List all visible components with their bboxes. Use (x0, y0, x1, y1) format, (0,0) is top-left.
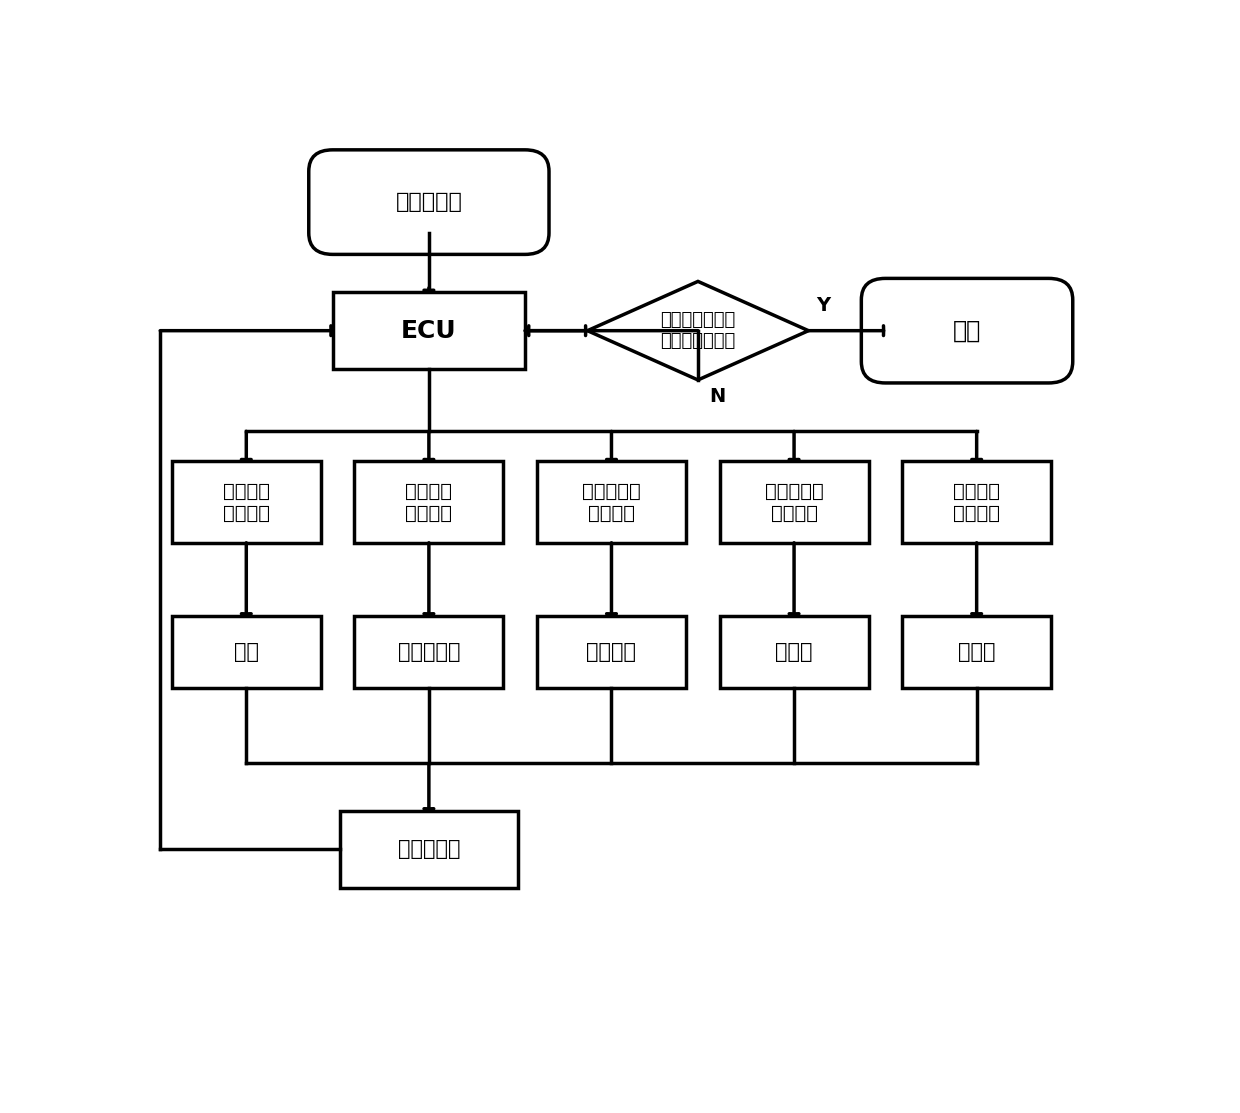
Bar (537, 615, 686, 689)
Text: 冷却水压力
控制系统: 冷却水压力 控制系统 (582, 482, 641, 523)
Text: 冷却水温度
控制系统: 冷却水温度 控制系统 (765, 482, 823, 523)
Bar (355, 615, 503, 689)
Bar (172, 615, 321, 689)
Text: Y: Y (816, 296, 831, 315)
Text: N: N (709, 387, 725, 406)
Bar (340, 810, 518, 888)
Text: 夹装压力
控制系统: 夹装压力 控制系统 (405, 482, 453, 523)
Text: 初始设定值: 初始设定值 (396, 193, 463, 213)
FancyBboxPatch shape (862, 278, 1073, 383)
Text: 冷却水泵: 冷却水泵 (587, 642, 636, 662)
Bar (903, 615, 1052, 689)
Bar (332, 292, 525, 370)
Text: 空气压缩机: 空气压缩机 (398, 642, 460, 662)
Text: 增湿器: 增湿器 (959, 642, 996, 662)
Bar (903, 462, 1052, 543)
Text: 参数是否达到目
标设定值且稳定: 参数是否达到目 标设定值且稳定 (661, 312, 735, 351)
Text: 电机: 电机 (234, 642, 259, 662)
Bar (172, 462, 321, 543)
Text: ECU: ECU (401, 318, 456, 343)
Bar (719, 615, 868, 689)
Text: 加热器: 加热器 (775, 642, 812, 662)
Text: 结束: 结束 (952, 318, 981, 343)
Bar (537, 462, 686, 543)
FancyBboxPatch shape (309, 150, 549, 255)
Bar (719, 462, 868, 543)
Polygon shape (588, 282, 808, 380)
Text: 振动冲击
控制系统: 振动冲击 控制系统 (223, 482, 270, 523)
Bar (355, 462, 503, 543)
Text: 各类传感器: 各类传感器 (398, 839, 460, 859)
Text: 氢气湿度
控制系统: 氢气湿度 控制系统 (954, 482, 1001, 523)
